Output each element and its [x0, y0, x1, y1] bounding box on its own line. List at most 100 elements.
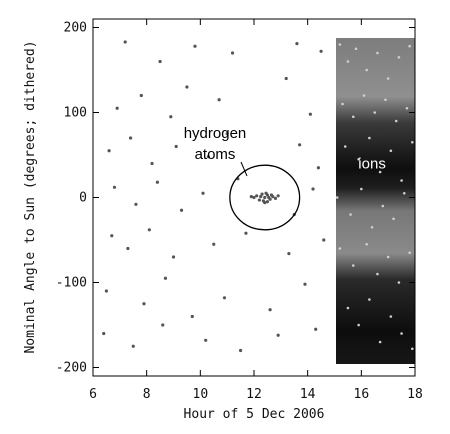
x-axis-label: Hour of 5 Dec 2006: [184, 407, 325, 422]
data-point: [311, 187, 315, 191]
data-point: [142, 302, 146, 306]
data-point: [115, 106, 119, 110]
data-point: [128, 136, 133, 140]
y-tick-label: 200: [64, 21, 87, 36]
ions-annotation: ions: [358, 156, 386, 173]
hydrogen-annotation: hydrogen atoms: [184, 125, 247, 163]
ion-point: [386, 77, 390, 80]
data-point: [298, 143, 302, 147]
ion-point: [338, 43, 342, 46]
ion-point: [373, 111, 377, 114]
ion-point: [346, 60, 350, 63]
ion-point: [408, 251, 411, 255]
data-point: [179, 208, 184, 212]
data-point: [255, 194, 259, 198]
ion-point: [341, 102, 344, 106]
data-point: [158, 59, 162, 64]
ion-point: [357, 323, 360, 327]
ion-point: [357, 157, 360, 161]
ion-point: [378, 340, 382, 344]
ion-point: [370, 225, 374, 229]
data-point: [273, 196, 278, 200]
y-tick-label: 0: [79, 191, 87, 206]
data-point: [276, 333, 280, 337]
data-point: [169, 115, 173, 119]
data-point: [163, 276, 168, 280]
x-tick-label: 14: [300, 387, 316, 402]
ion-point: [368, 136, 371, 140]
data-point: [252, 195, 256, 200]
ion-point: [389, 315, 393, 318]
data-point: [147, 228, 151, 232]
ion-point: [411, 140, 414, 144]
ion-point: [381, 204, 385, 208]
ion-point: [400, 179, 403, 182]
data-point: [303, 282, 307, 286]
data-point: [110, 234, 114, 238]
data-point: [267, 195, 271, 200]
data-point: [249, 195, 253, 199]
data-point: [204, 338, 208, 342]
axis-ticks: 6 8 10 12 14 16 18 -200 -100 0 100 200: [56, 19, 423, 402]
data-point: [265, 200, 270, 204]
data-point: [217, 98, 221, 102]
hydrogen-label-line: hydrogen: [184, 125, 247, 142]
data-point: [201, 191, 205, 195]
ion-point: [360, 187, 363, 191]
ion-point: [394, 119, 398, 123]
data-point: [314, 327, 318, 331]
data-point: [222, 296, 227, 300]
ion-point: [362, 94, 366, 97]
x-tick-label: 6: [89, 387, 97, 402]
data-point: [161, 323, 165, 327]
data-point: [284, 76, 288, 81]
ion-point: [351, 264, 355, 267]
data-point: [102, 331, 106, 336]
data-point: [123, 40, 127, 44]
ion-point: [338, 247, 342, 250]
x-tick-label: 8: [143, 387, 151, 402]
ion-point: [354, 47, 358, 51]
ion-point: [376, 272, 379, 276]
hydrogen-label-line: atoms: [195, 146, 236, 163]
data-point: [126, 246, 130, 251]
data-point: [171, 255, 176, 259]
data-point: [322, 238, 326, 242]
ion-point: [343, 145, 347, 148]
data-point: [264, 191, 268, 195]
ion-point: [376, 51, 379, 55]
data-point: [225, 132, 229, 136]
y-tick-label: -200: [56, 361, 87, 376]
ion-point: [405, 106, 409, 110]
data-point: [139, 93, 143, 98]
data-point: [287, 252, 291, 256]
data-points: [102, 40, 414, 353]
ion-point: [335, 196, 339, 199]
ion-point: [384, 98, 387, 102]
data-point: [276, 194, 280, 198]
data-point: [268, 308, 272, 312]
plot-area: hydrogen atoms ions: [102, 38, 415, 364]
annotation-leader: [240, 161, 248, 177]
y-axis-label: Nominal Angle to Sun (degrees; dithered): [23, 40, 38, 353]
y-tick-label: -100: [56, 276, 87, 291]
data-point: [155, 180, 159, 184]
ion-point: [411, 347, 414, 351]
data-point: [257, 198, 261, 202]
highlight-circle: [229, 164, 301, 231]
ion-point: [351, 115, 355, 119]
ion-point: [402, 191, 406, 195]
ion-point: [400, 332, 403, 335]
ion-point: [389, 149, 393, 153]
ion-region: [336, 38, 415, 364]
data-point: [107, 149, 111, 153]
ion-point: [392, 217, 395, 221]
data-point: [260, 192, 264, 196]
data-point: [269, 193, 274, 197]
ion-point: [349, 213, 352, 216]
ion-point: [365, 242, 369, 246]
data-point: [174, 144, 178, 149]
data-point: [263, 201, 267, 205]
data-point: [193, 44, 197, 48]
